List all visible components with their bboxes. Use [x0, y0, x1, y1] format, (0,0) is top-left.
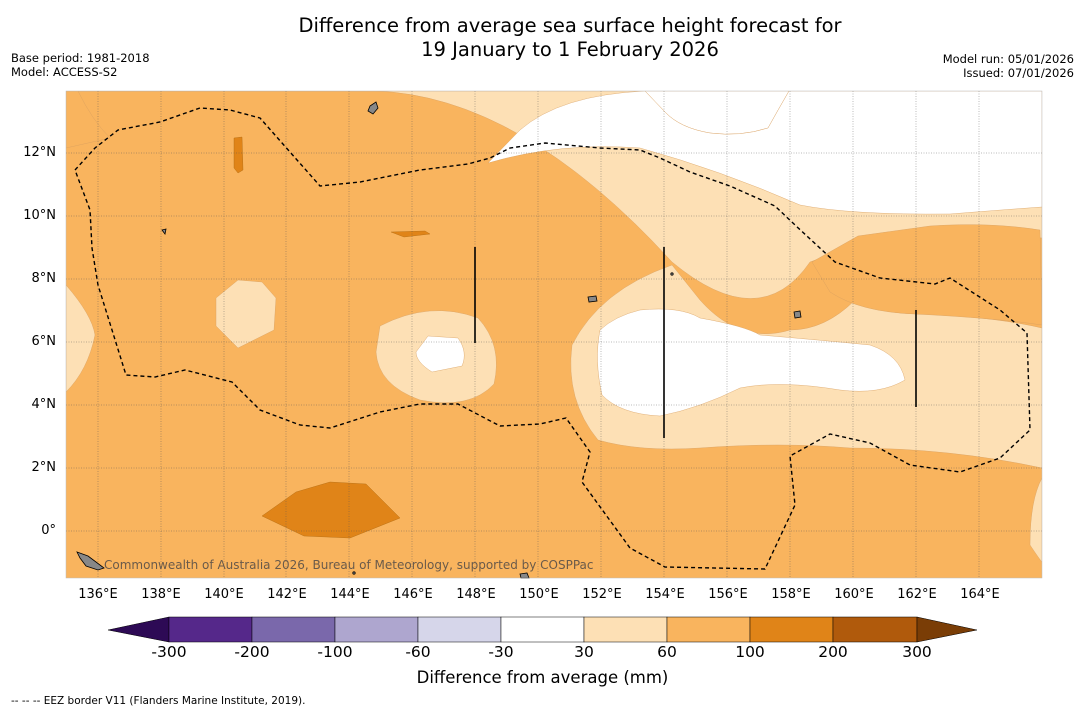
latitude-label: 10°N — [23, 208, 56, 223]
latitude-label: 12°N — [23, 145, 56, 160]
island — [587, 295, 598, 303]
colorbar-label: 60 — [657, 643, 677, 661]
colorbar-label: -100 — [317, 643, 353, 661]
anomaly-30-60-region — [215, 279, 277, 349]
issued-date: Issued: 07/01/2026 — [963, 66, 1074, 80]
colorbar-title: Difference from average (mm) — [416, 668, 669, 687]
longitude-label: 152°E — [582, 587, 622, 602]
longitude-label: 154°E — [645, 587, 685, 602]
island — [352, 571, 356, 575]
longitude-label: 162°E — [897, 587, 937, 602]
anomaly-30-60-region — [66, 284, 96, 393]
colorbar-label: -300 — [151, 643, 187, 661]
colorbar-bin — [583, 616, 668, 643]
anomaly-neutral-region — [487, 91, 1042, 215]
colorbar — [107, 616, 978, 643]
island — [670, 272, 674, 276]
map-credit: Commonwealth of Australia 2026, Bureau o… — [104, 558, 594, 572]
anomaly-30-60-region — [66, 91, 111, 149]
eez-border — [74, 107, 1031, 570]
latitude-label: 4°N — [31, 397, 57, 412]
colorbar-label: -60 — [405, 643, 431, 661]
longitude-label: 158°E — [771, 587, 811, 602]
colorbar-label: 300 — [902, 643, 932, 661]
longitude-label: 140°E — [204, 587, 244, 602]
longitude-label: 148°E — [456, 587, 496, 602]
colorbar-extend-low — [107, 616, 170, 643]
longitude-label: 160°E — [834, 587, 874, 602]
title-line-2: 19 January to 1 February 2026 — [421, 38, 719, 61]
colorbar-label: -200 — [234, 643, 270, 661]
colorbar-extend-high — [916, 616, 978, 643]
anomaly-100-200-region — [233, 136, 244, 174]
longitude-label: 136°E — [78, 587, 118, 602]
colorbar-bin — [749, 616, 834, 643]
island — [76, 551, 105, 571]
anomaly-neutral-region — [597, 308, 906, 417]
longitude-label: 164°E — [960, 587, 1000, 602]
boundary-bars — [474, 247, 917, 438]
longitude-label: 156°E — [708, 587, 748, 602]
eez-border-line — [74, 107, 1031, 570]
colorbar-label: 100 — [735, 643, 765, 661]
anomaly-100-200-region — [390, 230, 431, 238]
island — [519, 572, 530, 579]
colorbar-label: 200 — [818, 643, 848, 661]
anomaly-100-200-region — [261, 481, 401, 539]
title-line-1: Difference from average sea surface heig… — [298, 14, 842, 37]
colorbar-bin — [417, 616, 502, 643]
anomaly-30-60-region — [1029, 477, 1042, 563]
model-run: Model run: 05/01/2026 — [942, 52, 1074, 66]
meta-right: Model run: 05/01/2026 Issued: 07/01/2026 — [943, 52, 1074, 80]
colorbar-bin — [832, 616, 918, 643]
colorbar-bin — [500, 616, 585, 643]
island — [367, 101, 379, 115]
latitude-label: 2°N — [31, 460, 57, 475]
colorbar-bin — [168, 616, 253, 643]
latitude-label: 8°N — [31, 271, 57, 286]
colorbar-bin — [251, 616, 336, 643]
island — [793, 310, 802, 319]
map-title: Difference from average sea surface heig… — [0, 14, 1085, 62]
colorbar-label: 30 — [574, 643, 594, 661]
anomaly-neutral-region — [415, 335, 465, 373]
islands — [76, 101, 802, 579]
longitude-label: 138°E — [141, 587, 181, 602]
longitude-label: 146°E — [393, 587, 433, 602]
island — [161, 228, 167, 235]
colorbar-bin — [334, 616, 419, 643]
base-period: Base period: 1981-2018 — [11, 51, 150, 65]
model-name: Model: ACCESS-S2 — [11, 65, 118, 79]
eez-legend-note: -- -- -- EEZ border V11 (Flanders Marine… — [11, 695, 306, 707]
colorbar-label: -30 — [488, 643, 514, 661]
map-frame — [65, 90, 1043, 579]
map-area — [66, 91, 1042, 578]
longitude-label: 142°E — [267, 587, 307, 602]
colorbar-bin — [666, 616, 751, 643]
latitude-label: 0° — [41, 523, 56, 538]
latitude-label: 6°N — [31, 334, 57, 349]
meta-left: Base period: 1981-2018 Model: ACCESS-S2 — [11, 51, 150, 79]
longitude-label: 150°E — [519, 587, 559, 602]
longitude-label: 144°E — [330, 587, 370, 602]
map-gridlines — [66, 91, 1042, 578]
